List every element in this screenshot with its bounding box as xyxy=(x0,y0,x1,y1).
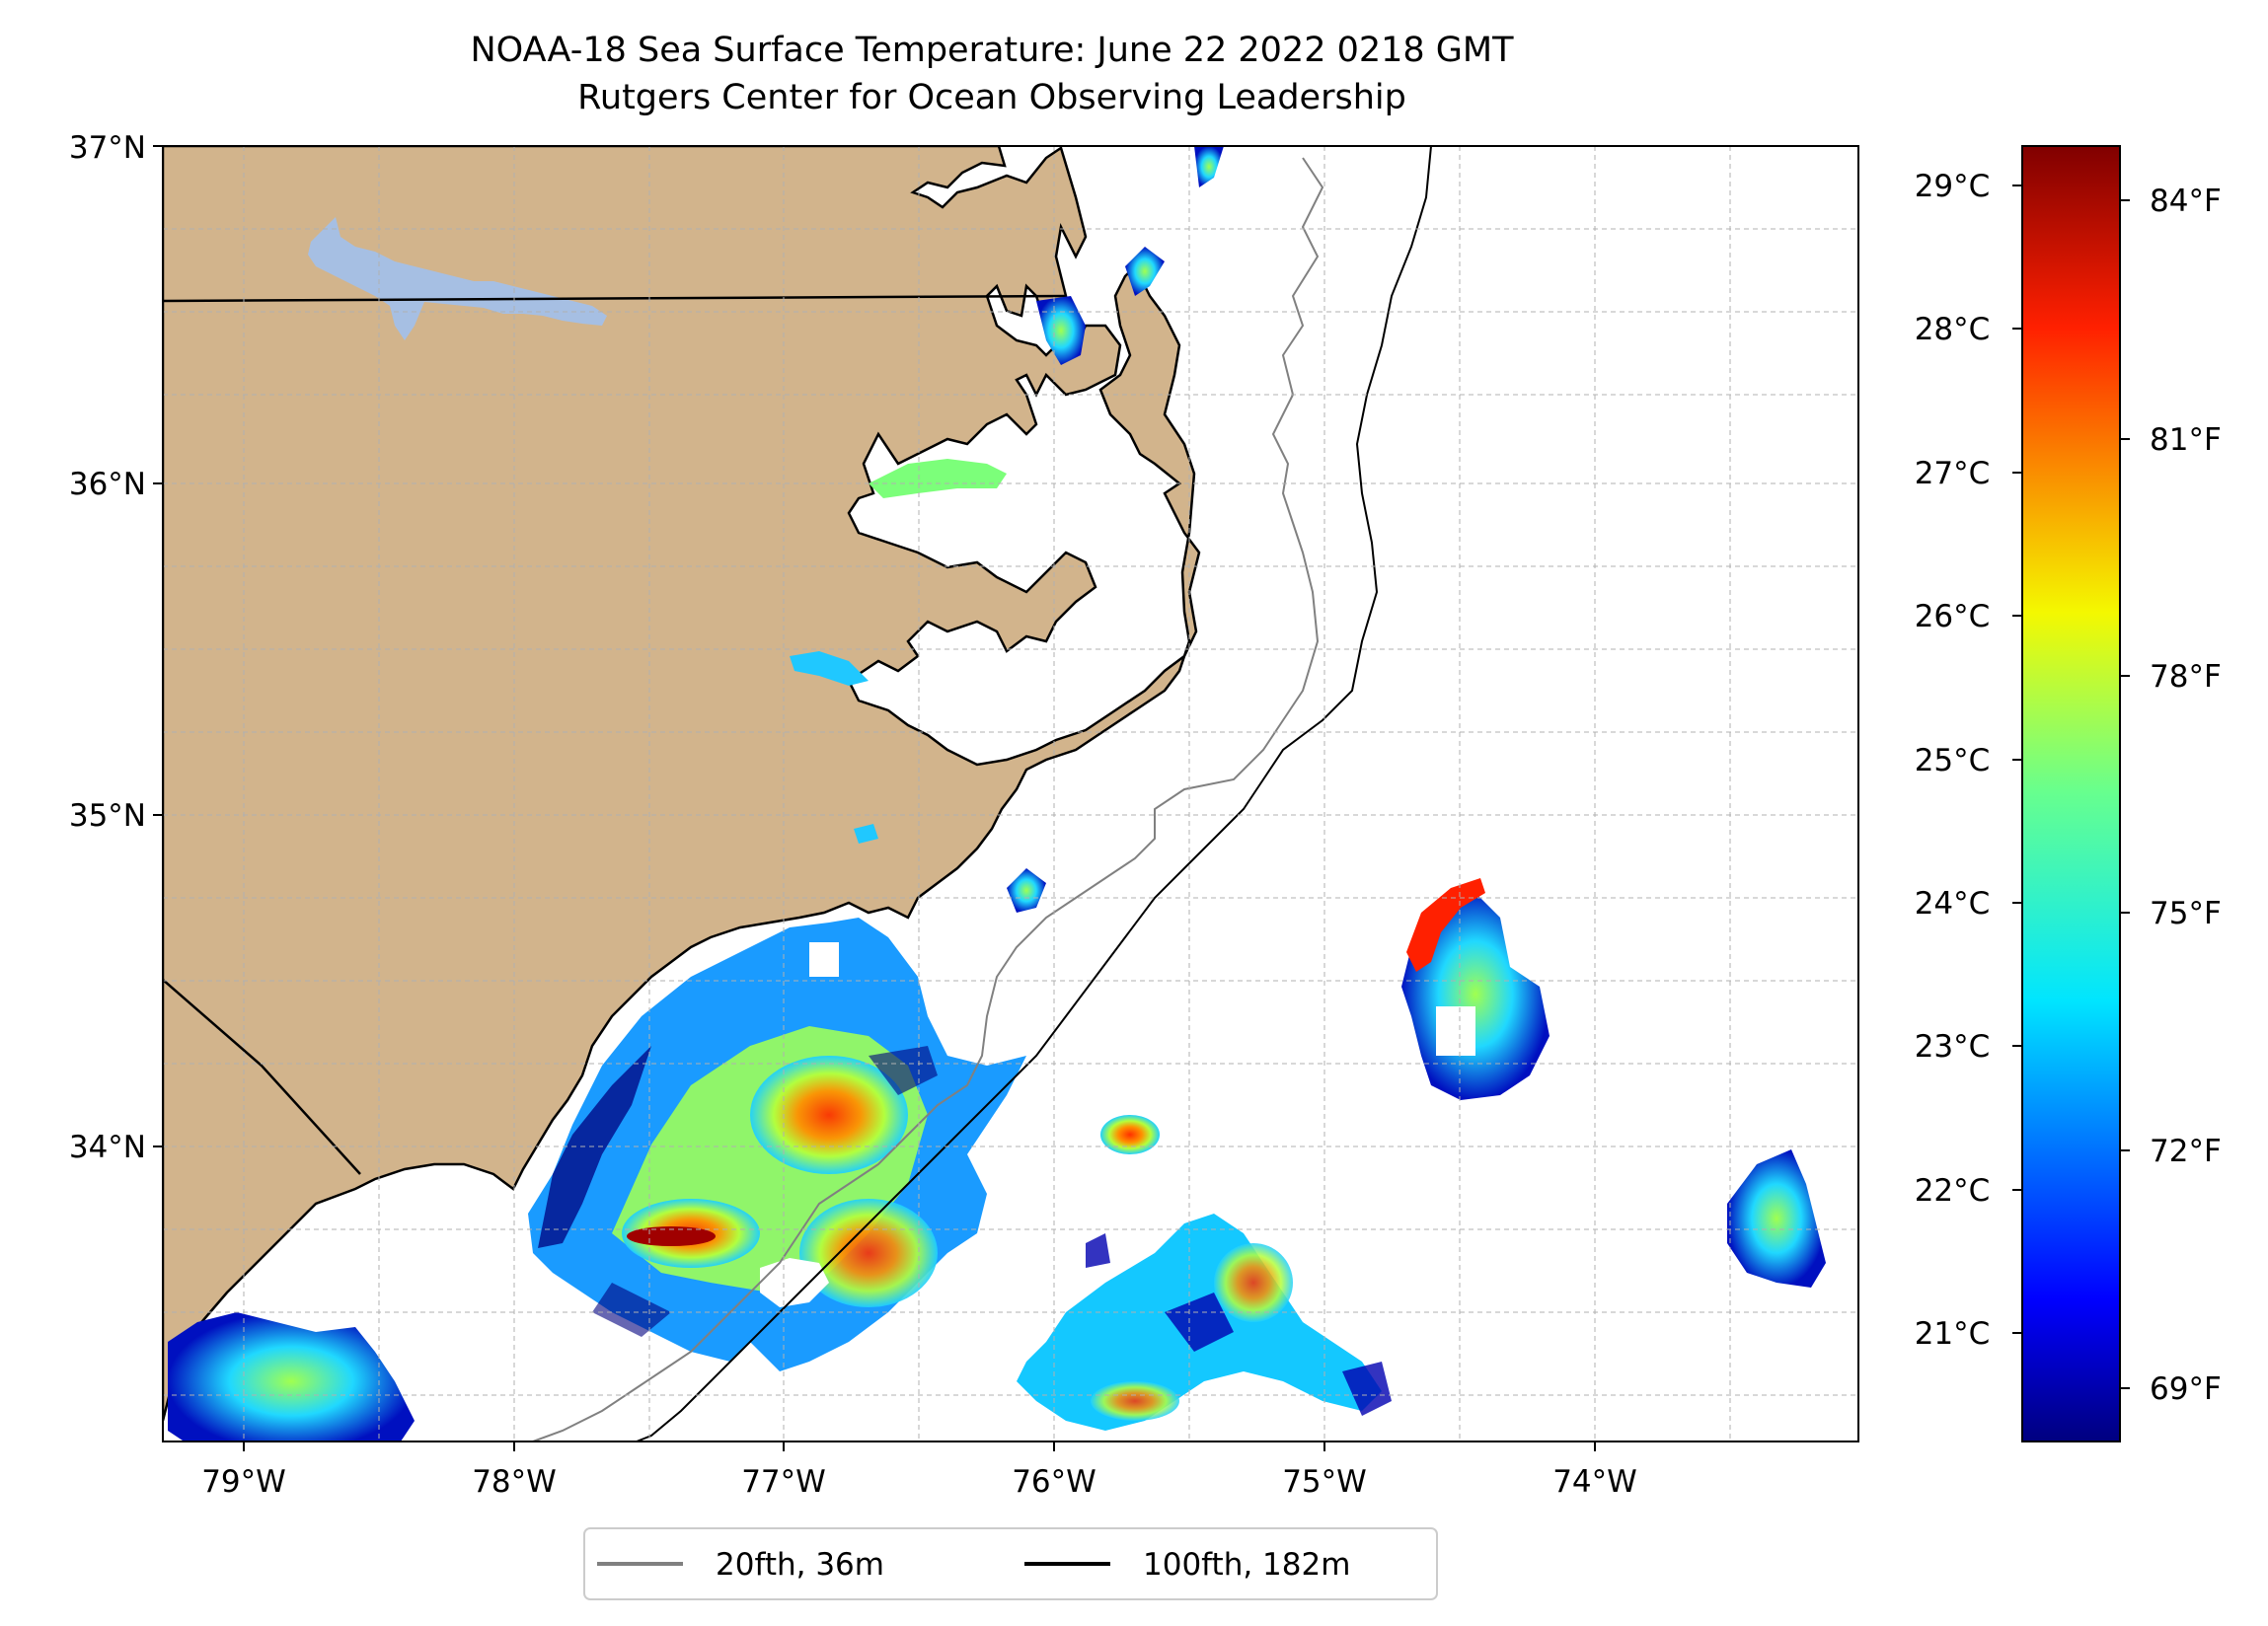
lat-label-36: 36°N xyxy=(69,467,146,502)
celsius-label-22: 22°C xyxy=(1915,1173,1991,1209)
celsius-label-26: 26°C xyxy=(1915,599,1991,634)
map-title-line2: Rutgers Center for Ocean Observing Leade… xyxy=(577,78,1406,117)
map-frame xyxy=(162,145,1859,1442)
fahrenheit-label-84: 84°F xyxy=(2150,184,2222,219)
colorbar: 29°C 28°C 27°C 26°C 25°C 24°C 23°C 22°C … xyxy=(1915,145,2222,1442)
celsius-label-24: 24°C xyxy=(1915,886,1991,922)
lon-label-78: 78°W xyxy=(472,1464,557,1500)
isobath-100fth xyxy=(636,146,1432,1441)
lon-label-75: 75°W xyxy=(1282,1464,1367,1500)
celsius-label-29: 29°C xyxy=(1915,169,1991,204)
state-border-nc-va xyxy=(163,294,1067,303)
fahrenheit-label-75: 75°F xyxy=(2150,896,2222,931)
lat-label-34: 34°N xyxy=(69,1130,146,1165)
colorbar-gradient xyxy=(2021,145,2121,1442)
latitude-labels: 37°N 36°N 35°N 34°N xyxy=(69,130,163,1165)
isobath-20fth xyxy=(532,157,1324,1441)
lon-label-74: 74°W xyxy=(1552,1464,1637,1500)
lat-label-37: 37°N xyxy=(69,130,146,166)
lat-label-35: 35°N xyxy=(69,798,146,834)
celsius-label-28: 28°C xyxy=(1915,312,1991,347)
state-border-nc-sc xyxy=(163,979,361,1175)
fahrenheit-label-81: 81°F xyxy=(2150,422,2222,458)
longitude-labels: 79°W 78°W 77°W 76°W 75°W 74°W xyxy=(201,1441,1637,1500)
map-area xyxy=(163,146,1858,1441)
legend: 20fth, 36m 100fth, 182m xyxy=(583,1527,1438,1600)
celsius-label-21: 21°C xyxy=(1915,1316,1991,1352)
colorbar-fahrenheit-axis: 84°F 81°F 78°F 75°F 72°F 69°F xyxy=(2120,184,2222,1407)
colorbar-celsius-axis: 29°C 28°C 27°C 26°C 25°C 24°C 23°C 22°C … xyxy=(1915,169,2022,1352)
celsius-label-27: 27°C xyxy=(1915,456,1991,491)
fahrenheit-label-72: 72°F xyxy=(2150,1134,2222,1169)
sst-data xyxy=(168,146,1826,1441)
lake xyxy=(308,217,607,340)
celsius-label-23: 23°C xyxy=(1915,1029,1991,1065)
fahrenheit-label-78: 78°F xyxy=(2150,659,2222,695)
map-title-line1: NOAA-18 Sea Surface Temperature: June 22… xyxy=(470,31,1514,70)
legend-label-100fth: 100fth, 182m xyxy=(1143,1547,1350,1583)
gridlines xyxy=(163,146,1858,1441)
fahrenheit-label-69: 69°F xyxy=(2150,1371,2222,1407)
celsius-label-25: 25°C xyxy=(1915,743,1991,778)
land-mass xyxy=(163,146,1201,1422)
lon-label-77: 77°W xyxy=(741,1464,826,1500)
legend-label-20fth: 20fth, 36m xyxy=(716,1547,884,1583)
lon-label-76: 76°W xyxy=(1012,1464,1096,1500)
lon-label-79: 79°W xyxy=(201,1464,286,1500)
